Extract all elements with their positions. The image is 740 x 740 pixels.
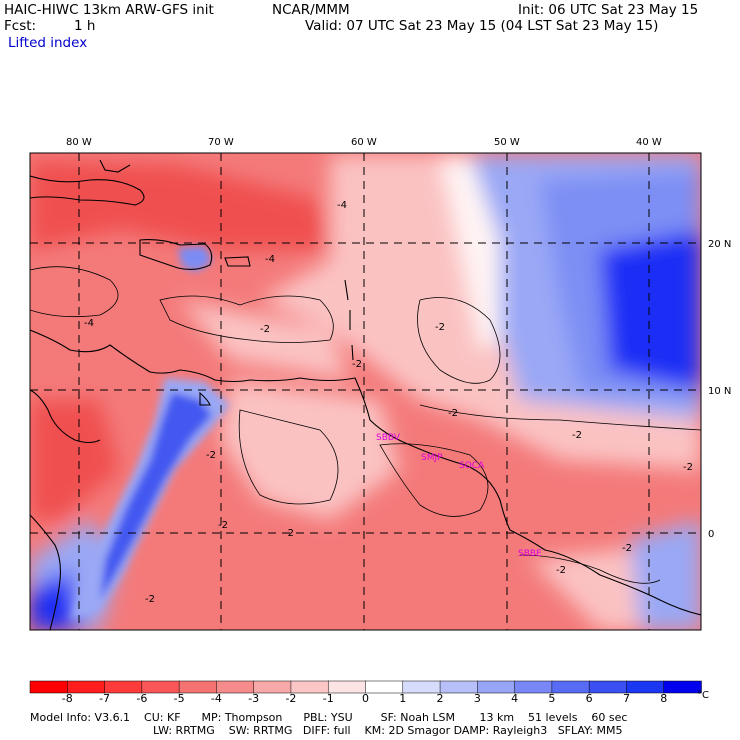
map-frame <box>29 152 702 631</box>
contour-label: -2 <box>448 408 458 419</box>
contour-label: -2 <box>622 543 632 554</box>
station-layer: SBBV SMJP SOCA SBBE <box>376 433 542 559</box>
colorbar-tick-label: 7 <box>622 692 630 705</box>
colorbar-swatch <box>477 680 516 694</box>
colorbar-tick-label: -3 <box>248 692 260 705</box>
colorbar-tick-label: 2 <box>436 692 444 705</box>
colorbar-swatch <box>514 680 553 694</box>
lat-label-0: 0 <box>708 529 714 540</box>
colorbar-tick-label: 4 <box>511 692 519 705</box>
contour-label: -2 <box>572 430 582 441</box>
contour-label-layer: -4 -4 -4 -2 -2 -2 -2 -2 -2 -2 -2 -2 -2 -… <box>84 200 693 605</box>
coastlines <box>30 159 701 630</box>
station-label-smjp: SMJP <box>421 453 443 463</box>
colorbar-tick-label: -2 <box>285 692 297 705</box>
axis-labels: 80 W 70 W 60 W 50 W 40 W 20 N 10 N 0 <box>66 137 731 540</box>
contour-label: -2 <box>218 520 228 531</box>
colorbar-tick-label: -5 <box>173 692 185 705</box>
model-info-line1: Model Info: V3.6.1 CU: KF MP: Thompson P… <box>30 711 628 724</box>
model-info-line2: LW: RRTMG SW: RRTMG DIFF: full KM: 2D Sm… <box>153 724 623 737</box>
colorbar <box>29 680 702 694</box>
colorbar-swatch <box>551 680 590 694</box>
field-name: Lifted index <box>8 35 88 51</box>
lon-label-70w: 70 W <box>208 137 234 148</box>
colorbar-tick-label: -8 <box>61 692 73 705</box>
fcst-label: Fcst: <box>4 18 37 34</box>
colorbar-swatch <box>402 680 441 694</box>
colorbar-tick-label: -6 <box>136 692 148 705</box>
contour-label: -2 <box>352 359 362 370</box>
station-label-soca: SOCA <box>459 461 485 471</box>
colorbar-swatch <box>588 680 628 694</box>
valid-time: Valid: 07 UTC Sat 23 May 15 (04 LST Sat … <box>305 18 659 34</box>
contour-label: -2 <box>206 450 216 461</box>
map-field <box>30 153 701 630</box>
contour-label: -2 <box>556 565 566 576</box>
lon-label-60w: 60 W <box>351 137 377 148</box>
colorbar-swatch <box>626 680 665 694</box>
colorbar-tick-label: 8 <box>660 692 668 705</box>
lat-label-20n: 20 N <box>708 239 731 250</box>
colorbar-swatch <box>439 680 479 694</box>
colorbar-tick-label: 6 <box>585 692 593 705</box>
lon-label-80w: 80 W <box>66 137 92 148</box>
contour-label: -2 <box>683 462 693 473</box>
graticule <box>30 153 701 630</box>
station-label-sbbv: SBBV <box>376 433 401 443</box>
colorbar-tick-label: -1 <box>322 692 334 705</box>
colorbar-tick-label: 1 <box>399 692 407 705</box>
station-label-sbbe: SBBE <box>518 549 542 559</box>
contour-label: -4 <box>265 254 275 265</box>
colorbar-tick-label: -7 <box>99 692 111 705</box>
colorbar-unit: °C <box>697 690 709 701</box>
colorbar-swatch <box>327 680 367 694</box>
colorbar-tick-label: -4 <box>210 692 222 705</box>
org-label: NCAR/MMM <box>272 2 350 18</box>
model-title: HAIC-HIWC 13km ARW-GFS init <box>4 2 214 18</box>
contour-lines <box>30 266 701 584</box>
lat-label-10n: 10 N <box>708 386 731 397</box>
contour-label: -2 <box>260 324 270 335</box>
contour-label: -2 <box>284 528 294 539</box>
contour-label: -4 <box>337 200 347 211</box>
colorbar-tick-label: 0 <box>362 692 369 705</box>
colorbar-swatch <box>365 680 404 694</box>
contour-label: -4 <box>84 318 94 329</box>
colorbar-tick-label: 5 <box>548 692 556 705</box>
lon-label-50w: 50 W <box>494 137 520 148</box>
colorbar-swatch <box>663 680 702 694</box>
lon-label-40w: 40 W <box>636 137 662 148</box>
init-time: Init: 06 UTC Sat 23 May 15 <box>518 2 699 18</box>
contour-label: -2 <box>145 594 155 605</box>
contour-label: -2 <box>435 322 445 333</box>
colorbar-tick-label: 3 <box>473 692 481 705</box>
fcst-value: 1 h <box>74 18 96 34</box>
